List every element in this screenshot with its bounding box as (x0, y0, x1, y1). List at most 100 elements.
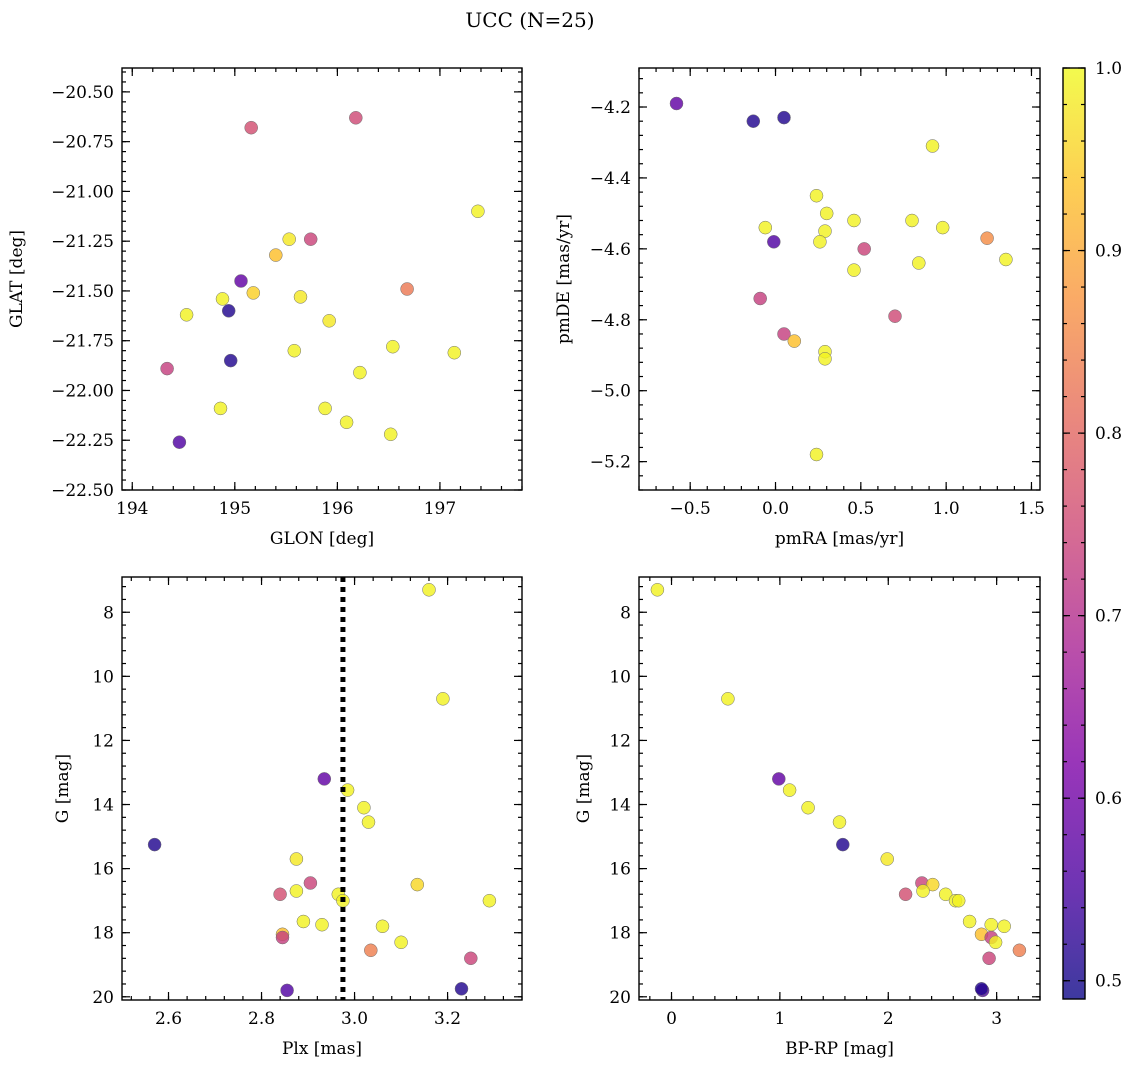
data-point (223, 353, 238, 368)
data-point (982, 951, 996, 966)
data-point (221, 304, 236, 318)
y-tick-label: 16 (92, 860, 114, 880)
x-tick-label: 2.8 (248, 1009, 275, 1029)
data-point (471, 204, 485, 219)
data-point (847, 213, 861, 228)
data-point (357, 800, 371, 815)
y-tick-label: −20.75 (51, 133, 114, 153)
x-tick-label: −0.5 (670, 499, 711, 519)
data-point (777, 327, 791, 341)
y-tick-label: −20.50 (51, 83, 114, 103)
scatter-points (160, 111, 485, 449)
y-tick-label: −22.25 (51, 431, 114, 451)
y-tick-label: 14 (609, 796, 631, 816)
colorbar-tick-label: 0.6 (1095, 789, 1122, 809)
data-point (787, 334, 802, 348)
colorbar-tick-label: 0.9 (1095, 242, 1122, 262)
data-point (386, 339, 400, 354)
axes-frame (638, 576, 1041, 1001)
colorbar-tick-label: 0.7 (1095, 607, 1122, 627)
x-tick-label: 195 (219, 499, 251, 519)
y-tick-label: 12 (92, 731, 114, 751)
data-point (880, 852, 894, 866)
axes-frame (121, 576, 523, 1001)
y-tick-label: 8 (103, 603, 114, 623)
y-tick-label: 20 (92, 988, 114, 1008)
y-tick-label: −21.75 (51, 332, 114, 352)
data-point (782, 783, 797, 797)
data-point (303, 232, 318, 246)
data-point (836, 837, 850, 852)
scatter-points (147, 583, 497, 998)
panel-bottom-left: 2.6 2.8 3.0 3.2 8 10 12 14 16 18 20 Plx [mas] G [mag… (53, 576, 523, 1059)
data-point (777, 110, 791, 125)
data-point (809, 447, 824, 462)
data-point (179, 308, 194, 322)
data-point (383, 427, 398, 442)
data-point (215, 292, 230, 306)
data-point (962, 914, 977, 929)
data-point (935, 220, 950, 235)
y-tick-label: −21.50 (51, 282, 114, 302)
y-tick-label: −4.6 (590, 240, 631, 260)
x-tick-label: 196 (321, 499, 353, 519)
colorbar: 0.5 0.6 0.7 0.8 0.9 1.0 (1062, 59, 1122, 1000)
y-tick-label: 18 (609, 924, 631, 944)
y-tick-label: 16 (609, 860, 631, 880)
data-point (317, 772, 332, 786)
data-point (818, 352, 832, 366)
data-point (669, 96, 684, 111)
data-point (339, 415, 354, 430)
y-tick-label: −4.4 (590, 169, 631, 189)
x-tick-label: 3.0 (341, 1009, 368, 1029)
data-point (315, 917, 329, 932)
y-tick-label: −5.0 (590, 382, 631, 402)
data-point (898, 887, 913, 902)
data-point (888, 309, 902, 323)
data-point (809, 188, 824, 203)
data-point (912, 256, 926, 270)
data-point (938, 887, 953, 902)
data-point (353, 365, 367, 380)
colorbar-frame (1062, 67, 1086, 1000)
colorbar-tick-label: 0.8 (1095, 424, 1122, 444)
data-point (801, 800, 815, 815)
data-point (772, 772, 786, 786)
data-point (244, 120, 258, 135)
x-tick-label: 3 (991, 1009, 1002, 1029)
x-tick-label: 197 (424, 499, 456, 519)
data-point (234, 274, 248, 288)
y-tick-label: −22.00 (51, 381, 114, 401)
data-point (916, 884, 930, 898)
panel-top-left: 194 195 196 197 −22.50 −22.25 −22.00 −21.75 −21.… (7, 67, 523, 549)
data-point (746, 114, 761, 128)
data-point (269, 248, 283, 262)
data-point (287, 343, 302, 358)
x-tick-label: 1.5 (1018, 499, 1045, 519)
data-point (847, 263, 861, 277)
y-tick-label: 14 (92, 796, 114, 816)
x-tick-label: 2.6 (155, 1009, 182, 1029)
panel-top-right: −0.5 0.0 0.5 1.0 1.5 −5.2 −5.0 −4.8 −4.6 −4.4 −4.2… (554, 67, 1045, 549)
y-tick-label: −5.2 (590, 453, 631, 473)
y-tick-label: −4.8 (590, 311, 631, 331)
colorbar-tick-label: 1.0 (1095, 59, 1122, 79)
data-point (857, 242, 871, 256)
data-point (454, 982, 469, 996)
data-point (322, 314, 336, 328)
data-point (318, 401, 332, 416)
scatter-points (669, 96, 1013, 462)
axes-frame (121, 67, 523, 491)
data-point (436, 692, 450, 706)
data-point (213, 401, 228, 416)
x-tick-label: 194 (116, 499, 148, 519)
data-point (819, 206, 834, 221)
y-tick-label: 8 (620, 603, 631, 623)
data-point (1012, 943, 1027, 958)
data-point (172, 435, 187, 449)
data-point (160, 361, 174, 376)
data-point (349, 111, 363, 125)
data-point (721, 692, 735, 706)
